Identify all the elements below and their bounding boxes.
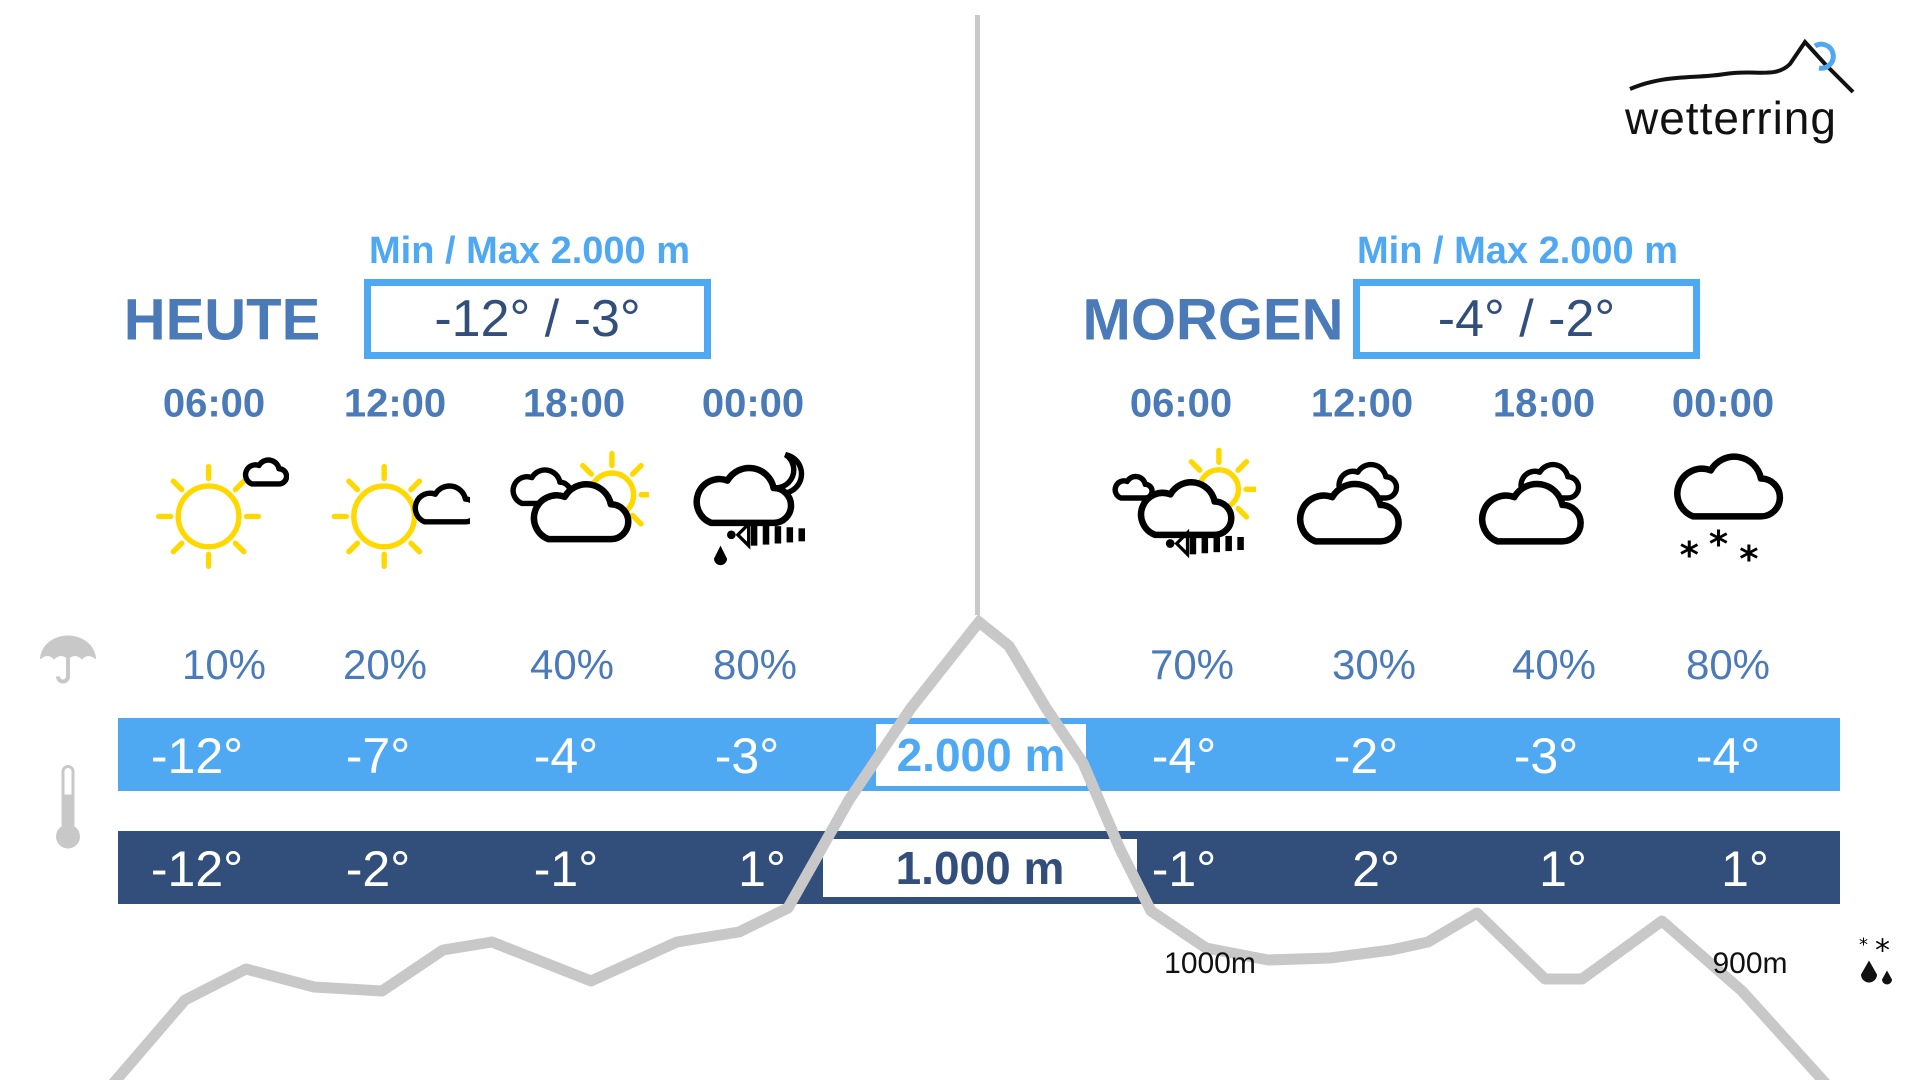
today-precip-probability: 40% bbox=[529, 641, 615, 688]
umbrella-icon bbox=[38, 635, 98, 690]
today-minmax-value: -12° / -3° bbox=[364, 279, 711, 359]
today-time: 00:00 bbox=[701, 381, 805, 426]
today-temp-2000m: -4° bbox=[533, 728, 599, 784]
today-time: 18:00 bbox=[522, 381, 626, 426]
today-minmax-label: Min / Max 2.000 m bbox=[369, 230, 691, 272]
tomorrow-minmax-value: -4° / -2° bbox=[1353, 279, 1700, 359]
today-temp-1000m: -1° bbox=[533, 841, 599, 897]
tomorrow-label: MORGEN bbox=[1082, 287, 1344, 353]
wetterring-logo: wetterring bbox=[1625, 34, 1855, 154]
today-temp-1000m: 1° bbox=[738, 841, 786, 897]
tomorrow-temp-2000m: -2° bbox=[1333, 728, 1399, 784]
cloud-icon bbox=[1287, 446, 1437, 576]
thermometer-icon bbox=[53, 765, 83, 856]
tomorrow-temp-2000m: -4° bbox=[1151, 728, 1217, 784]
today-precip-probability: 20% bbox=[342, 641, 428, 688]
tomorrow-precip-probability: 30% bbox=[1331, 641, 1417, 688]
tomorrow-temp-2000m: -3° bbox=[1513, 728, 1579, 784]
tomorrow-temp-1000m: -1° bbox=[1151, 841, 1217, 897]
tomorrow-temp-1000m: 1° bbox=[1539, 841, 1587, 897]
tomorrow-precip-probability: 80% bbox=[1685, 641, 1771, 688]
altitude-1000-label: 1.000 m bbox=[820, 836, 1140, 900]
sun-small-cloud-icon bbox=[139, 446, 290, 576]
tomorrow-time: 18:00 bbox=[1492, 381, 1596, 426]
svg-text:*: * bbox=[1680, 533, 1699, 576]
cloud-icon bbox=[1469, 446, 1619, 576]
today-temp-1000m: -2° bbox=[345, 841, 411, 897]
logo-text: wetterring bbox=[1625, 92, 1837, 144]
night-rain-wind-icon bbox=[678, 446, 828, 576]
cloud-sun-icon bbox=[499, 446, 656, 576]
svg-text:*: * bbox=[1859, 935, 1868, 956]
tomorrow-temp-2000m: -4° bbox=[1695, 728, 1761, 784]
svg-text:*: * bbox=[1739, 538, 1758, 576]
tomorrow-minmax-label: Min / Max 2.000 m bbox=[1357, 230, 1679, 272]
today-time: 12:00 bbox=[343, 381, 447, 426]
altitude-2000-label: 2.000 m bbox=[876, 724, 1086, 786]
tomorrow-precip-probability: 70% bbox=[1149, 641, 1235, 688]
tomorrow-temp-1000m: 2° bbox=[1352, 841, 1400, 897]
snowline-tomorrow: 900m bbox=[1712, 947, 1788, 980]
cloud-sun-wind-icon bbox=[1106, 446, 1261, 576]
tomorrow-temp-1000m: 1° bbox=[1721, 841, 1769, 897]
snow-rain-icon: * * bbox=[1857, 934, 1905, 992]
today-precip-probability: 10% bbox=[181, 641, 267, 688]
today-time: 06:00 bbox=[162, 381, 266, 426]
today-label: HEUTE bbox=[123, 287, 321, 353]
today-temp-2000m: -3° bbox=[714, 728, 780, 784]
tomorrow-time: 00:00 bbox=[1671, 381, 1775, 426]
today-precip-probability: 80% bbox=[712, 641, 798, 688]
cloud-snow-icon: * * * bbox=[1648, 446, 1798, 581]
today-temp-2000m: -7° bbox=[345, 728, 411, 784]
tomorrow-time: 12:00 bbox=[1310, 381, 1414, 426]
day-divider bbox=[975, 15, 980, 615]
tomorrow-time: 06:00 bbox=[1129, 381, 1233, 426]
svg-text:*: * bbox=[1709, 523, 1728, 566]
tomorrow-precip-probability: 40% bbox=[1511, 641, 1597, 688]
svg-text:*: * bbox=[1875, 935, 1890, 969]
today-temp-1000m: -12° bbox=[150, 841, 244, 897]
sun-cloud-icon bbox=[320, 446, 480, 576]
today-temp-2000m: -12° bbox=[150, 728, 244, 784]
snowline-today: 1000m bbox=[1164, 947, 1256, 980]
